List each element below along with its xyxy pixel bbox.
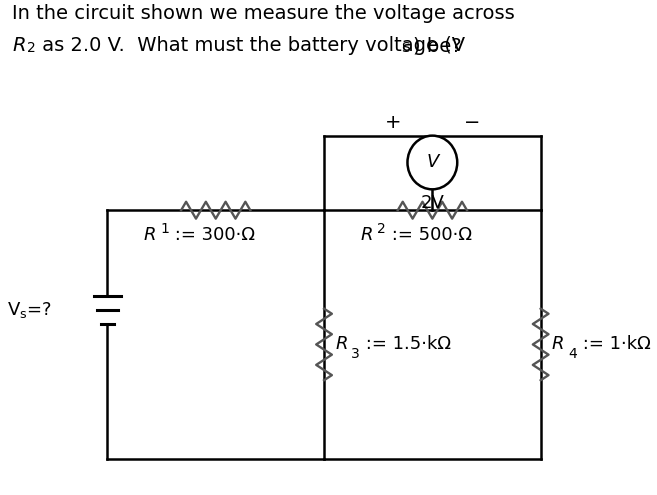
Text: ) be?: ) be? (413, 36, 461, 55)
Text: := 1.5·kΩ: := 1.5·kΩ (361, 336, 451, 353)
Text: 2: 2 (27, 41, 35, 55)
Text: R: R (12, 36, 26, 55)
Text: $\mathregular{V_s}$=?: $\mathregular{V_s}$=? (7, 299, 52, 320)
Text: S: S (401, 41, 410, 55)
Text: 3: 3 (351, 347, 360, 361)
Text: R: R (335, 336, 348, 353)
Text: := 300·Ω: := 300·Ω (169, 226, 255, 244)
Text: R: R (552, 336, 564, 353)
Text: 2V: 2V (420, 195, 444, 212)
Text: 2: 2 (376, 222, 386, 236)
Text: In the circuit shown we measure the voltage across: In the circuit shown we measure the volt… (12, 4, 515, 23)
Text: R: R (144, 226, 156, 244)
Text: as 2.0 V.  What must the battery voltage (V: as 2.0 V. What must the battery voltage … (36, 36, 466, 55)
Text: 4: 4 (568, 347, 577, 361)
Text: := 500·Ω: := 500·Ω (386, 226, 472, 244)
Text: 1: 1 (160, 222, 169, 236)
Circle shape (407, 136, 457, 189)
Text: −: − (464, 113, 480, 132)
Text: := 1·kΩ: := 1·kΩ (577, 336, 651, 353)
Text: R: R (361, 226, 373, 244)
Text: V: V (426, 153, 438, 171)
Text: +: + (384, 113, 401, 132)
